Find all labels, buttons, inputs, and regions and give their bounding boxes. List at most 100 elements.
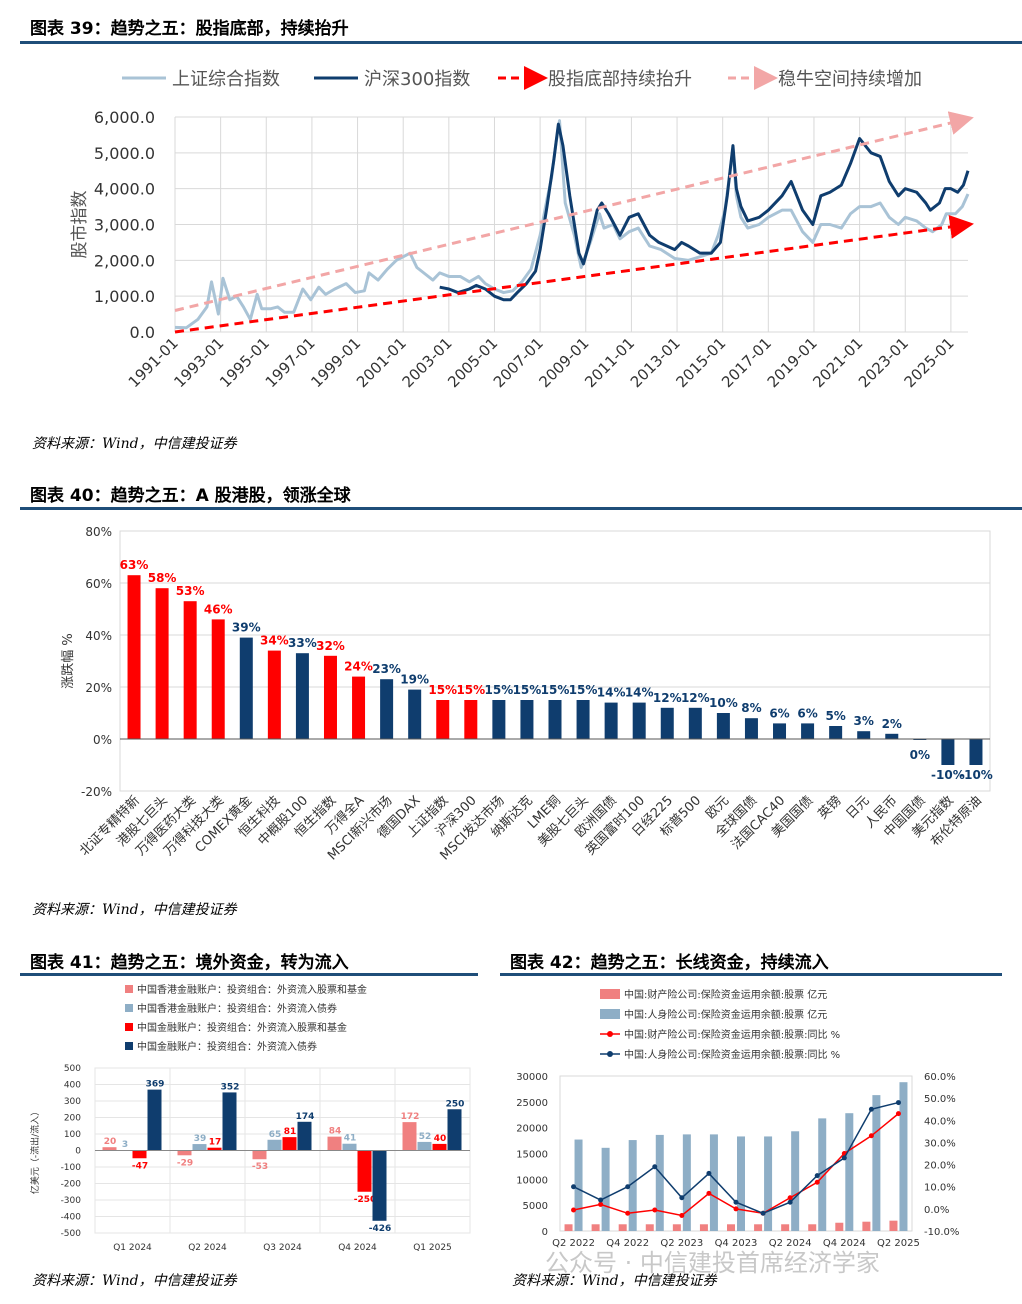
figure-40-rule [20, 507, 1022, 510]
legend-label: 稳牛空间持续增加 [778, 69, 922, 90]
y-tick-label: 400 [64, 1081, 81, 1091]
x-tick-label: Q4 2024 [823, 1238, 866, 1249]
legend-label: 股指底部持续抬升 [548, 69, 692, 90]
plot-frame [559, 1075, 913, 1232]
bar [591, 1224, 600, 1231]
line-marker [571, 1184, 577, 1190]
line-marker [571, 1207, 577, 1213]
bar [737, 1136, 745, 1231]
y2-tick-label: 60.0% [924, 1072, 956, 1083]
chart-41: 中国香港金融账户：投资组合：外资流入股票和基金中国香港金融账户：投资组合：外资流… [29, 983, 471, 1253]
y2-tick-label: 10.0% [924, 1183, 956, 1194]
bar [352, 676, 366, 739]
line-marker [652, 1164, 658, 1170]
data-label: 174 [296, 1112, 315, 1122]
x-tick-label: Q2 2025 [877, 1238, 920, 1249]
bar [660, 707, 674, 739]
data-label: 15% [513, 683, 542, 697]
y-tick-label: 100 [64, 1130, 81, 1140]
legend-label: 中国香港金融账户：投资组合：外资流入债券 [137, 1002, 337, 1015]
legend-marker [607, 1051, 613, 1057]
bar [835, 1222, 844, 1231]
legend-label: 中国香港金融账户：投资组合：外资流入股票和基金 [137, 983, 367, 996]
y-axis-label: 亿美元（-流出/流入） [29, 1107, 41, 1194]
data-label: 14% [625, 686, 654, 700]
y-tick-label: 6,000.0 [94, 108, 155, 127]
line-marker [895, 1111, 901, 1117]
line-marker [733, 1199, 739, 1205]
chart-42: 中国:财产险公司:保险资金运用余额:股票 亿元中国:人身险公司:保险资金运用余额… [516, 988, 959, 1249]
figure-41-source: 资料来源：Wind，中信建投证券 [32, 1273, 237, 1289]
data-label: 369 [146, 1080, 165, 1090]
bar [357, 1150, 372, 1192]
line-marker [814, 1173, 820, 1179]
data-label: 15% [456, 683, 485, 697]
data-label: -10% [931, 768, 965, 782]
bar [327, 1136, 342, 1151]
x-tick-label: 英镑 [815, 793, 845, 823]
y2-tick-label: 30.0% [924, 1138, 956, 1149]
data-label: 14% [597, 686, 626, 700]
y-tick-label: 500 [64, 1064, 81, 1074]
bar [564, 1224, 573, 1231]
line-marker [706, 1190, 712, 1196]
data-label: 6% [769, 706, 789, 720]
y-tick-label: 2,000.0 [94, 251, 155, 270]
figure-41-title: 图表 41：趋势之五：境外资金，转为流入 [30, 953, 349, 973]
y-tick-label: 15000 [516, 1150, 548, 1161]
line-marker [679, 1195, 685, 1201]
data-label: 15% [485, 683, 514, 697]
line-marker [787, 1199, 793, 1205]
line-marker [841, 1155, 847, 1161]
data-label: 24% [344, 660, 373, 674]
bar [716, 713, 730, 739]
bar [601, 1147, 610, 1231]
legend-label: 中国:财产险公司:保险资金运用余额:股票 亿元 [624, 988, 827, 1001]
data-label: -29 [177, 1158, 193, 1168]
x-tick-label: Q1 2024 [113, 1243, 152, 1253]
bar [252, 1150, 267, 1160]
legend-label: 中国金融账户：投资组合：外资流入股票和基金 [137, 1021, 347, 1034]
y2-tick-label: 20.0% [924, 1161, 956, 1172]
figure-39-source: 资料来源：Wind，中信建投证券 [32, 436, 237, 452]
data-label: 46% [204, 602, 233, 616]
bar [969, 739, 983, 765]
x-tick-label: Q2 2024 [769, 1238, 812, 1249]
data-label: 250 [446, 1099, 465, 1109]
x-tick-label: Q2 2023 [660, 1238, 703, 1249]
bar [941, 739, 955, 765]
bar [857, 731, 871, 739]
y-axis-label: 涨跌幅 % [60, 633, 76, 689]
x-tick-label: Q4 2024 [338, 1243, 377, 1253]
bar [655, 1134, 664, 1231]
bar [222, 1092, 237, 1151]
legend-swatch [125, 1042, 133, 1050]
data-label: 20 [104, 1137, 117, 1147]
bar [872, 1095, 881, 1231]
bar [295, 653, 309, 739]
bar [548, 700, 562, 739]
bar [618, 1224, 627, 1231]
bar [432, 1143, 447, 1151]
figure-42-title: 图表 42：趋势之五：长线资金，持续流入 [510, 953, 829, 973]
bar [781, 1224, 790, 1231]
legend-swatch [125, 1004, 133, 1012]
bar [845, 1113, 854, 1231]
y-tick-label: 200 [64, 1114, 81, 1124]
data-label: 39% [232, 621, 261, 635]
data-label: 41 [344, 1134, 357, 1144]
bar [177, 1150, 192, 1156]
line-marker [760, 1210, 766, 1216]
y-tick-label: 3,000.0 [94, 216, 155, 235]
x-tick-label: Q1 2025 [413, 1243, 452, 1253]
y-tick-label: 0% [93, 733, 112, 747]
data-label: 52 [419, 1132, 432, 1142]
data-label: 40 [434, 1134, 447, 1144]
figure-42-source: 资料来源：Wind，中信建投证券 [512, 1273, 717, 1289]
bar [632, 702, 646, 739]
y-tick-label: -200 [61, 1180, 82, 1190]
bar [492, 700, 506, 739]
bar [267, 650, 281, 739]
data-label: 15% [541, 683, 570, 697]
x-tick-label: Q2 2022 [552, 1238, 595, 1249]
